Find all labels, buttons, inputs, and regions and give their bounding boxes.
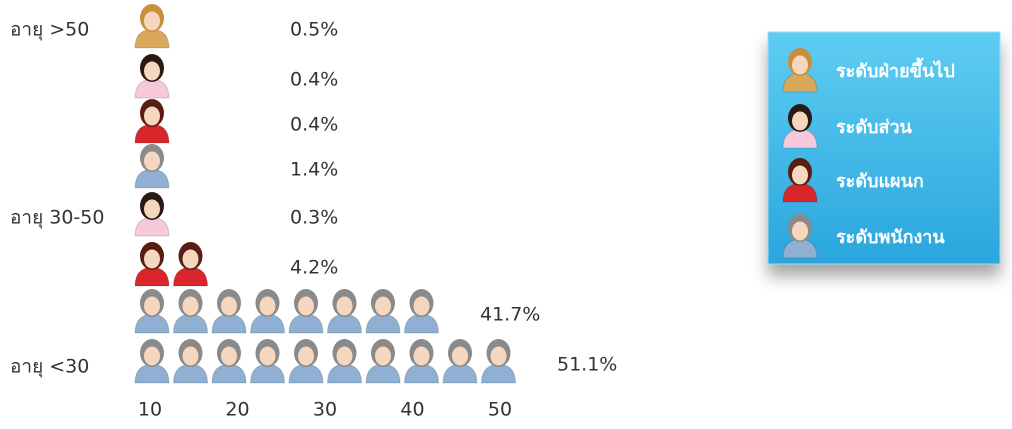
x-tick-label: 20 bbox=[225, 399, 249, 421]
icon bbox=[135, 54, 169, 98]
icon bbox=[135, 339, 169, 383]
icon bbox=[289, 289, 323, 333]
value-label: 0.5% bbox=[290, 19, 338, 41]
x-tick-label: 10 bbox=[138, 399, 162, 421]
x-tick-label: 50 bbox=[488, 399, 512, 421]
legend-label: ระดับแผนก bbox=[836, 171, 924, 192]
value-label: 51.1% bbox=[557, 354, 617, 376]
icon-face bbox=[183, 347, 199, 366]
row-label: อายุ 30-50 bbox=[10, 207, 104, 230]
icon-row bbox=[135, 54, 169, 98]
value-label: 1.4% bbox=[290, 159, 338, 181]
icon bbox=[328, 339, 362, 383]
icon bbox=[251, 289, 285, 333]
value-label: 0.4% bbox=[290, 114, 338, 136]
icon-face bbox=[375, 297, 391, 316]
icon bbox=[174, 289, 208, 333]
icon bbox=[289, 339, 323, 383]
icon-row bbox=[135, 99, 169, 143]
icon-face bbox=[792, 222, 808, 241]
icon-face bbox=[144, 347, 160, 366]
icon-face bbox=[792, 166, 808, 185]
icon-face bbox=[414, 297, 430, 316]
x-tick-label: 30 bbox=[313, 399, 337, 421]
icon-face bbox=[792, 56, 808, 75]
icon-face bbox=[452, 347, 468, 366]
row-label: อายุ >50 bbox=[10, 19, 89, 42]
icon-row bbox=[135, 242, 208, 286]
icon-face bbox=[491, 347, 507, 366]
icon-face bbox=[221, 347, 237, 366]
icon-face bbox=[260, 347, 276, 366]
icon-face bbox=[337, 297, 353, 316]
icon bbox=[328, 289, 362, 333]
icon-face bbox=[144, 200, 160, 219]
icon bbox=[212, 339, 246, 383]
value-label: 0.3% bbox=[290, 207, 338, 229]
icon bbox=[174, 242, 208, 286]
icon bbox=[251, 339, 285, 383]
legend-label: ระดับฝ่ายขึ้นไป bbox=[836, 57, 955, 82]
chart: ระดับฝ่ายขึ้นไประดับส่วนระดับแผนกระดับพน… bbox=[0, 0, 1012, 429]
icon-row bbox=[135, 192, 169, 236]
icon-row bbox=[135, 4, 169, 48]
icon-face bbox=[260, 297, 276, 316]
icon-face bbox=[144, 297, 160, 316]
icon bbox=[174, 339, 208, 383]
value-label: 41.7% bbox=[480, 304, 540, 326]
icon bbox=[366, 339, 400, 383]
icon-face bbox=[298, 347, 314, 366]
icon bbox=[212, 289, 246, 333]
icon-face bbox=[144, 250, 160, 269]
legend-label: ระดับส่วน bbox=[836, 117, 913, 138]
icon bbox=[443, 339, 477, 383]
icon-face bbox=[144, 152, 160, 171]
icon bbox=[366, 289, 400, 333]
icon-row bbox=[135, 144, 169, 188]
icon bbox=[135, 144, 169, 188]
icon-face bbox=[792, 112, 808, 131]
value-label: 0.4% bbox=[290, 69, 338, 91]
x-tick-label: 40 bbox=[400, 399, 424, 421]
value-label: 4.2% bbox=[290, 257, 338, 279]
icon-row bbox=[135, 339, 516, 383]
icon bbox=[135, 192, 169, 236]
icon-face bbox=[375, 347, 391, 366]
icon-face bbox=[183, 250, 199, 269]
icon bbox=[135, 242, 169, 286]
icon bbox=[135, 99, 169, 143]
icon bbox=[405, 289, 439, 333]
icon-row bbox=[135, 289, 439, 333]
legend-label: ระดับพนักงาน bbox=[836, 227, 945, 248]
icon bbox=[482, 339, 516, 383]
icon-face bbox=[221, 297, 237, 316]
icon-face bbox=[414, 347, 430, 366]
icon-face bbox=[144, 62, 160, 81]
icon bbox=[405, 339, 439, 383]
icon-face bbox=[144, 107, 160, 126]
icon-face bbox=[298, 297, 314, 316]
icon-face bbox=[183, 297, 199, 316]
icon-face bbox=[337, 347, 353, 366]
row-label: อายุ <30 bbox=[10, 356, 89, 379]
icon bbox=[135, 289, 169, 333]
icon bbox=[135, 4, 169, 48]
icon-face bbox=[144, 12, 160, 31]
